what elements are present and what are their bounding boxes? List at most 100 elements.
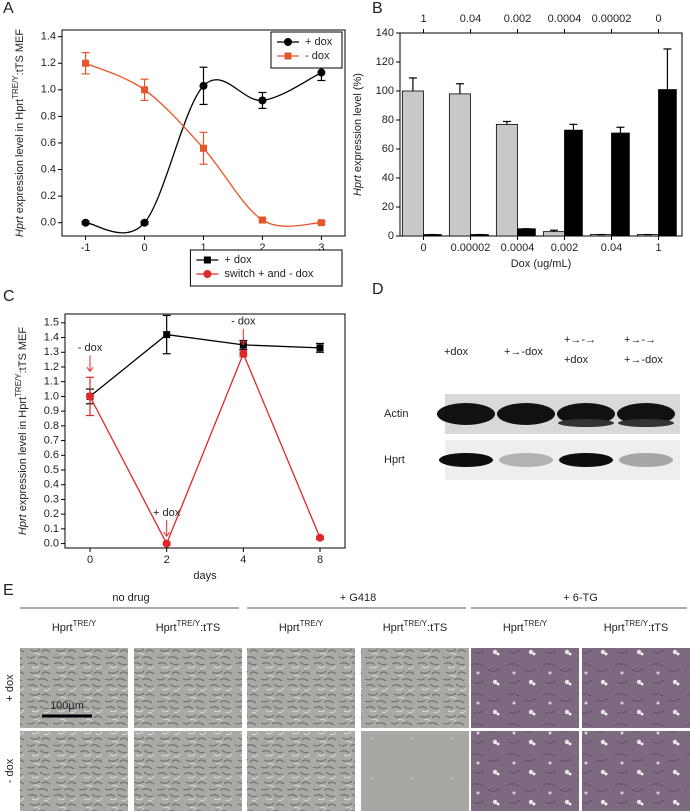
lane-label: +→-dox [504, 346, 543, 358]
y-axis-label: Hprt expression level (%) [352, 73, 364, 196]
plot-frame [399, 32, 683, 237]
legend-marker [284, 52, 292, 60]
plot-frame [61, 29, 346, 237]
y-tick-label: 120 [376, 56, 394, 68]
legend-box [189, 249, 343, 287]
band [558, 419, 614, 427]
band [619, 453, 673, 467]
column-label: HprtTRE/Y:tTS [604, 619, 669, 634]
legend-marker [203, 270, 212, 278]
column-label-part: :tTS [200, 622, 220, 634]
bar [401, 90, 424, 237]
point [162, 539, 171, 548]
y-tick-label: 1.1 [44, 376, 59, 388]
annotation: - dox [78, 342, 103, 354]
column-label: HprtTRE/Y:tTS [156, 619, 221, 634]
legend-label: - dox [305, 50, 330, 62]
panel-label: A [3, 0, 14, 17]
x-axis-label: Dox (ug/mL) [511, 258, 572, 270]
column-label-part: Hprt [383, 622, 404, 634]
y-tick-label: 0 [388, 230, 394, 242]
x-tick-label: 0.002 [551, 242, 579, 254]
column-label: HprtTRE/Y [52, 619, 97, 634]
y-tick-label: 140 [376, 27, 394, 39]
panel-label: C [3, 288, 15, 305]
top-tick-label: 0.04 [460, 13, 481, 25]
point [239, 349, 248, 358]
y-tick-label: 0.2 [44, 508, 59, 520]
y-label-part: :tTS MEF [14, 29, 26, 76]
point [200, 144, 207, 152]
legend-label: switch + and - dox [224, 268, 313, 280]
micrograph [134, 731, 242, 811]
y-tick-label: 0.8 [41, 110, 56, 122]
micrograph [247, 648, 355, 728]
band [499, 453, 553, 467]
column-label: HprtTRE/Y:tTS [383, 619, 448, 634]
y-tick-label: 1.2 [41, 57, 56, 69]
top-tick-label: 0.002 [504, 13, 532, 25]
column-label: HprtTRE/Y [503, 619, 548, 634]
x-tick-label: 0.04 [601, 242, 622, 254]
x-tick-label: -1 [81, 242, 91, 254]
y-tick-label: 1.2 [44, 361, 59, 373]
legend-marker [284, 38, 292, 46]
panel-label: E [3, 582, 14, 599]
group-label: + G418 [340, 592, 376, 604]
series-line [89, 352, 321, 546]
row-label: + dox [4, 674, 16, 702]
point [316, 344, 324, 352]
micrograph [20, 731, 128, 811]
micrograph [361, 731, 469, 811]
column-label-part: Hprt [604, 622, 625, 634]
band [437, 403, 495, 425]
annotation-arrowhead [163, 531, 171, 537]
top-tick-label: 0.0004 [548, 13, 582, 25]
y-tick-label: 0.6 [41, 137, 56, 149]
point [258, 96, 267, 105]
y-tick-label: 0.2 [41, 190, 56, 202]
annotation: - dox [231, 316, 256, 328]
y-tick-label: 1.0 [44, 390, 59, 402]
column-label: HprtTRE/Y [279, 619, 324, 634]
micrograph [361, 648, 469, 728]
bar [611, 132, 630, 237]
band [557, 403, 615, 425]
legend-box [270, 31, 343, 69]
legend-label: + dox [305, 36, 333, 48]
column-label-part: TRE/Y [73, 619, 97, 628]
y-tick-label: 0.0 [41, 217, 56, 229]
y-tick-label: 100 [376, 85, 394, 97]
y-tick-label: 0.5 [44, 464, 59, 476]
y-tick-label: 0.0 [44, 537, 59, 549]
point [140, 218, 149, 227]
point [82, 59, 90, 67]
y-label-part: :tTS MEF [17, 327, 29, 374]
micrograph [582, 648, 690, 728]
micrograph [247, 731, 355, 811]
y-label-part: expression level (%) [352, 73, 364, 175]
plot-frame [64, 313, 346, 549]
panel-label: B [372, 0, 383, 17]
lane-label: +→-dox [624, 354, 663, 366]
y-tick-label: 0.7 [44, 434, 59, 446]
y-label-part: Hprt [17, 513, 29, 535]
y-label-part: expression level in Hprt [17, 397, 29, 511]
annotation-arrowhead [86, 366, 94, 373]
y-tick-label: 0.4 [41, 163, 56, 175]
panel-label: D [372, 281, 384, 298]
bar [448, 93, 471, 237]
x-tick-label: 0.0004 [501, 242, 535, 254]
x-axis-label: days [193, 570, 217, 582]
column-label-part: :tTS [648, 622, 668, 634]
lane-label: +→-→ [624, 334, 656, 346]
lane-label: +→-→ [564, 334, 596, 346]
column-label-part: TRE/Y [524, 619, 548, 628]
band [618, 419, 674, 427]
column-label-part: TRE/Y [300, 619, 324, 628]
legend-label: + dox [224, 254, 252, 266]
y-tick-label: 1.3 [44, 346, 59, 358]
x-tick-label: 2 [259, 242, 265, 254]
micrograph [471, 648, 579, 728]
